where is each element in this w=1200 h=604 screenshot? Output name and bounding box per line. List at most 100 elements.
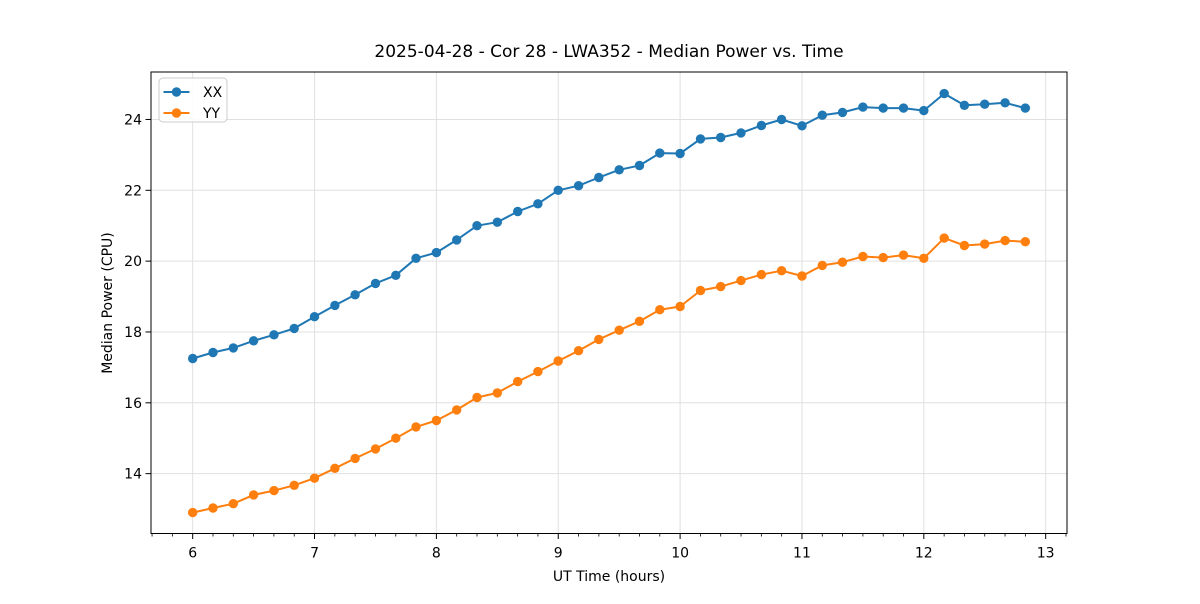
chart-title: 2025-04-28 - Cor 28 - LWA352 - Median Po…	[374, 42, 843, 62]
series-xx-point	[898, 103, 909, 113]
series-yy-point	[452, 405, 462, 415]
y-tick-label: 18	[124, 325, 142, 341]
x-tick-label: 13	[1037, 546, 1055, 562]
x-tick-label: 6	[188, 546, 197, 562]
series-xx-point	[675, 148, 685, 159]
series-yy-line	[192, 237, 1026, 514]
series-yy-point	[370, 444, 381, 454]
legend-item-yy: YY	[163, 106, 221, 122]
series-yy-point	[573, 346, 584, 356]
series-yy-point	[959, 240, 970, 251]
series-yy-point	[980, 239, 990, 249]
series-yy-point	[797, 271, 807, 281]
series-yy-point	[655, 305, 665, 315]
series-xx-point	[756, 120, 767, 131]
plot-area	[150, 71, 1068, 534]
y-tick-label: 20	[124, 254, 142, 270]
series-xx-point	[289, 323, 299, 334]
series-xx-point	[533, 199, 543, 209]
series-xx-point	[228, 343, 238, 353]
series-yy-point	[248, 490, 259, 500]
series-xx-point	[350, 290, 360, 300]
series-xx-point	[858, 102, 868, 112]
y-tick-label: 14	[124, 467, 142, 483]
series-xx-point	[817, 110, 827, 120]
y-tick-label: 22	[124, 183, 142, 199]
series-yy-point	[716, 281, 726, 292]
series-yy-point	[330, 463, 340, 473]
series-yy-point	[1000, 235, 1010, 246]
series-xx-point	[330, 300, 340, 311]
series-xx-point	[716, 132, 726, 143]
series-xx-point	[452, 235, 462, 245]
legend-label-xx: XX	[203, 85, 223, 101]
series-xx-point	[208, 347, 218, 358]
series-yy-point	[675, 301, 685, 312]
series-xx-point	[431, 247, 442, 258]
legend-marker-xx	[171, 87, 182, 97]
series-xx-point	[594, 172, 604, 183]
series-xx-point	[736, 128, 746, 138]
x-tick-label: 12	[915, 546, 933, 562]
series-layer	[188, 88, 1030, 518]
series-yy-point	[269, 485, 279, 496]
series-yy-point	[634, 316, 645, 326]
series-yy-point	[431, 415, 442, 426]
series-yy-point	[411, 422, 421, 432]
series-xx-point	[980, 99, 990, 109]
series-xx-point	[391, 270, 401, 280]
grid-layer	[151, 72, 1067, 534]
series-yy-point	[228, 499, 238, 509]
series-xx-point	[655, 148, 665, 158]
legend-marker-yy	[171, 108, 182, 118]
series-yy-point	[919, 253, 929, 263]
series-xx-point	[188, 353, 198, 364]
series-yy-point	[736, 275, 746, 286]
legend-label-yy: YY	[202, 106, 221, 122]
series-yy-point	[492, 388, 502, 398]
legend: XX YY	[158, 77, 228, 123]
series-yy-point	[756, 269, 767, 280]
series-yy-point	[553, 356, 563, 366]
series-yy-point	[188, 507, 198, 518]
series-yy-point	[1020, 237, 1030, 247]
series-xx-point	[959, 100, 970, 111]
series-xx-point	[695, 134, 706, 144]
series-xx-point	[919, 105, 929, 116]
series-yy-point	[513, 376, 523, 387]
series-yy-point	[878, 252, 888, 263]
series-yy-point	[350, 453, 360, 464]
series-yy-point	[776, 266, 787, 276]
series-xx-point	[614, 165, 624, 175]
series-xx-point	[1000, 98, 1010, 108]
series-yy-point	[472, 392, 482, 403]
x-tick-label: 8	[432, 546, 441, 562]
y-tick-label: 16	[124, 396, 142, 412]
series-xx-point	[370, 278, 381, 289]
legend-item-xx: XX	[163, 85, 223, 101]
series-xx-point	[797, 121, 807, 131]
series-xx-point	[878, 103, 888, 113]
series-yy-point	[837, 257, 848, 267]
series-yy-point	[391, 433, 401, 443]
x-tick-label: 10	[671, 546, 689, 562]
series-yy-point	[695, 285, 706, 296]
series-yy-point	[939, 233, 949, 243]
series-xx-point	[269, 330, 279, 340]
series-yy-point	[309, 473, 320, 483]
series-yy-point	[533, 366, 543, 377]
series-xx-point	[492, 217, 502, 227]
y-axis-label: Median Power (CPU)	[100, 232, 116, 374]
series-yy-point	[594, 334, 604, 345]
x-tick-label: 11	[793, 546, 811, 562]
series-xx-point	[1020, 103, 1030, 113]
series-xx-point	[634, 160, 645, 171]
series-yy-point	[898, 250, 909, 260]
series-xx-point	[411, 253, 421, 263]
series-yy-point	[858, 251, 868, 262]
tick-layer: 6 7 8 9 10 11 12 13 14 16 18 20 22 24	[124, 112, 1067, 562]
x-tick-label: 7	[310, 546, 319, 562]
series-xx-point	[573, 181, 584, 191]
x-tick-label: 9	[554, 546, 563, 562]
